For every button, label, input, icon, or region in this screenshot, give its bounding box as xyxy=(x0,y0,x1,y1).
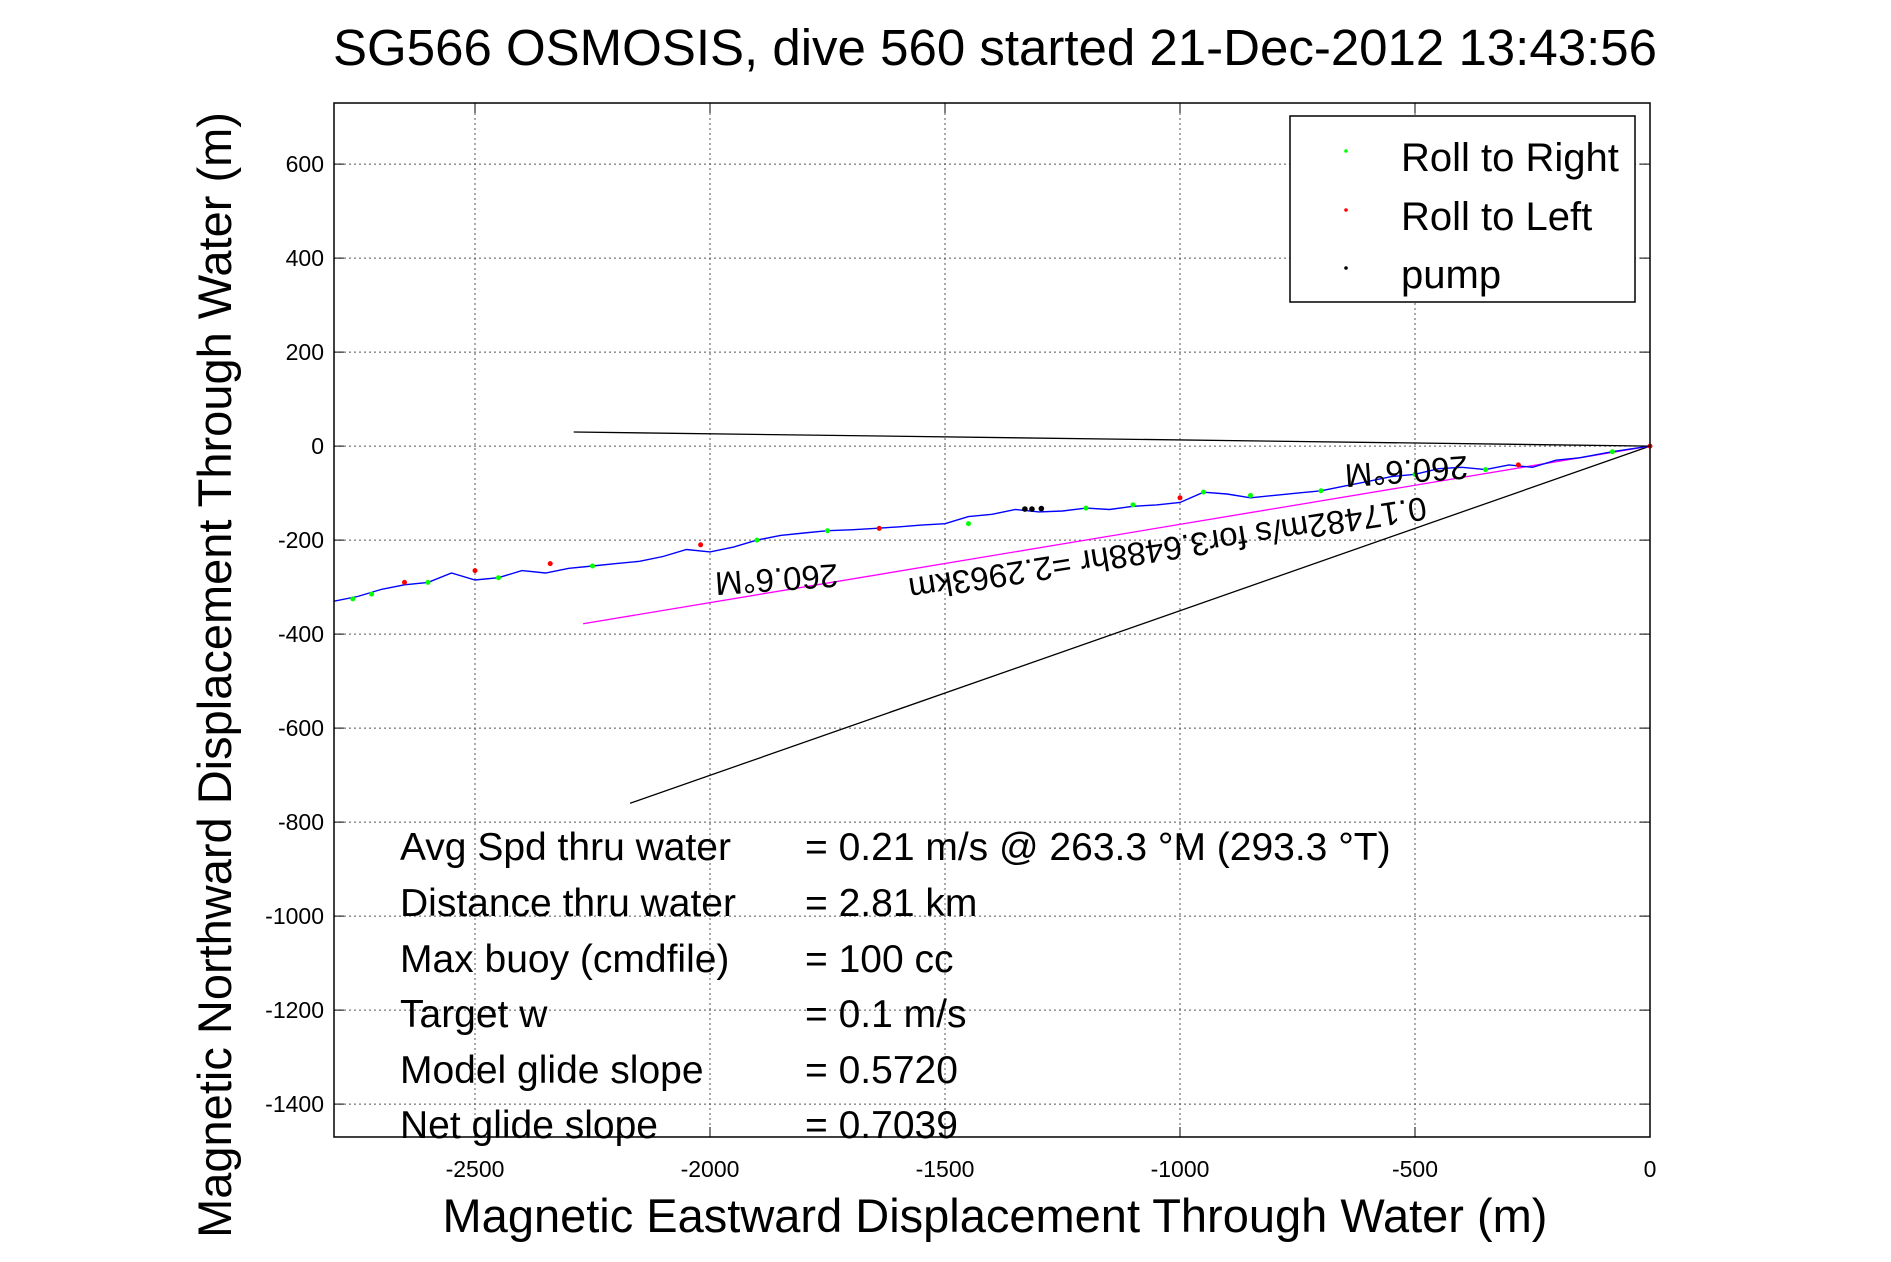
roll-right-point xyxy=(1318,488,1324,494)
stats-block: Avg Spd thru water = 0.21 m/s @ 263.3 °M… xyxy=(400,826,1391,1147)
roll-right-point xyxy=(1130,502,1136,508)
stat-label: Target w xyxy=(400,993,548,1036)
x-tick-label: -2500 xyxy=(446,1156,505,1182)
roll-right-point xyxy=(369,591,375,597)
current-line xyxy=(629,445,1651,804)
roll-right-point xyxy=(496,575,501,581)
roll-left-point xyxy=(472,568,478,574)
roll-right-point xyxy=(1483,467,1488,473)
stat-value: = 0.7039 xyxy=(805,1104,958,1147)
roll-left-point xyxy=(1177,495,1183,501)
roll-left-point xyxy=(1515,462,1521,468)
track-line xyxy=(333,445,1651,602)
y-axis-label: Magnetic Northward Displacement Through … xyxy=(188,112,241,1238)
stat-label: Max buoy (cmdfile) xyxy=(400,938,729,981)
y-tick-label: -600 xyxy=(278,715,324,741)
markers xyxy=(350,443,1653,602)
reference-lines xyxy=(573,431,1651,804)
y-tick-label: 400 xyxy=(286,245,324,271)
legend-box xyxy=(1289,115,1636,303)
x-tick-label: -500 xyxy=(1392,1156,1438,1182)
roll-right-point xyxy=(590,563,595,569)
plot-frame xyxy=(333,102,1651,1138)
legend-label-pump: pump xyxy=(1401,253,1501,297)
legend-marker-roll-left xyxy=(1344,208,1348,212)
legend-marker-pump xyxy=(1344,266,1348,270)
y-tick-label: 200 xyxy=(286,339,324,365)
y-tick-label: -200 xyxy=(278,527,324,553)
y-tick-label: 0 xyxy=(311,433,324,459)
roll-right-point xyxy=(425,579,431,585)
y-tick-label: -400 xyxy=(278,621,324,647)
pump-point xyxy=(1022,506,1028,512)
x-tick-label: -1000 xyxy=(1151,1156,1210,1182)
heading-line xyxy=(573,431,1651,447)
y-tick-label: -1000 xyxy=(265,903,324,929)
x-tick-label: -2000 xyxy=(681,1156,740,1182)
roll-right-point xyxy=(754,537,760,543)
legend-label-roll-left: Roll to Left xyxy=(1401,195,1592,239)
roll-right-point xyxy=(1083,505,1089,511)
roll-right-point xyxy=(1412,471,1418,477)
stat-label: Net glide slope xyxy=(400,1104,658,1147)
net-line xyxy=(582,445,1651,625)
legend: Roll to Right Roll to Left pump xyxy=(1289,115,1636,303)
roll-right-point xyxy=(966,521,971,527)
stat-value: = 0.5720 xyxy=(805,1049,958,1092)
stat-label: Avg Spd thru water xyxy=(400,826,731,869)
x-tick-label: 0 xyxy=(1644,1156,1657,1182)
legend-marker-roll-right xyxy=(1344,149,1348,153)
y-tick-label: -1200 xyxy=(265,997,324,1023)
roll-right-point xyxy=(1201,489,1206,495)
roll-right-point xyxy=(1609,449,1615,455)
stat-value: = 0.21 m/s @ 263.3 °M (293.3 °T) xyxy=(805,826,1391,869)
roll-left-point xyxy=(698,542,704,548)
stat-label: Model glide slope xyxy=(400,1049,704,1092)
x-axis-label: Magnetic Eastward Displacement Through W… xyxy=(443,1189,1548,1242)
annotation-label: 260.6°M xyxy=(714,557,840,603)
roll-left-point xyxy=(402,579,407,585)
stat-value: = 2.81 km xyxy=(805,882,977,925)
roll-right-point xyxy=(350,596,356,602)
roll-right-point xyxy=(825,528,830,534)
track-layer xyxy=(333,445,1651,602)
chart-title: SG566 OSMOSIS, dive 560 started 21-Dec-2… xyxy=(333,19,1657,76)
y-tick-label: -1400 xyxy=(265,1091,324,1117)
stat-label: Distance thru water xyxy=(400,882,736,925)
pump-point xyxy=(1029,506,1035,512)
legend-label-roll-right: Roll to Right xyxy=(1401,136,1619,180)
stat-value: = 0.1 m/s xyxy=(805,993,966,1036)
y-tick-label: -800 xyxy=(278,809,324,835)
pump-point xyxy=(1038,505,1045,512)
axis-ticks: -2500 -2000 -1500 -1000 -500 0 600 400 200 0 -200 -… xyxy=(265,103,1656,1182)
roll-right-point xyxy=(1248,492,1253,498)
roll-left-point xyxy=(547,561,553,567)
roll-left-point xyxy=(876,525,882,531)
y-tick-label: 600 xyxy=(286,151,324,177)
stat-value: = 100 cc xyxy=(805,938,954,981)
x-tick-label: -1500 xyxy=(916,1156,975,1182)
annotation-label: 260.6°M xyxy=(1344,449,1470,495)
